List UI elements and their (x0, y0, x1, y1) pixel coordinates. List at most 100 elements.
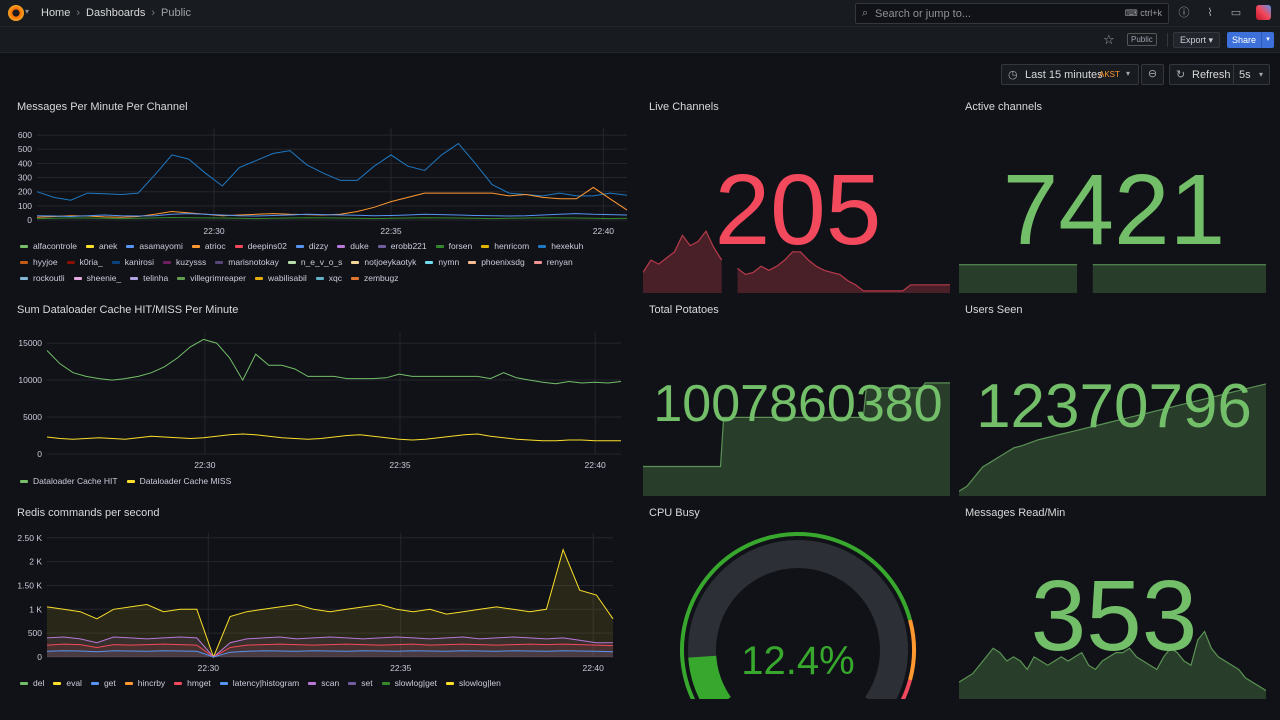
star-icon[interactable]: ☆ (1103, 32, 1115, 47)
legend-item[interactable]: rockoutli (20, 273, 65, 283)
series-line (46, 650, 614, 658)
legend-item[interactable]: villegrimreaper (177, 273, 246, 283)
series-line (46, 636, 613, 658)
chevron-down-icon[interactable]: ▾ (25, 7, 30, 16)
panel-active-channels[interactable]: Active channels 7421 (959, 101, 1266, 293)
share-dropdown-chevron-icon[interactable]: ▾ (1261, 32, 1274, 48)
legend-item[interactable]: eval (53, 678, 82, 688)
legend-item[interactable]: latency|histogram (219, 678, 299, 688)
legend-item[interactable]: hexekuh (538, 241, 583, 251)
breadcrumb-separator-icon: › (151, 7, 156, 19)
legend-item[interactable]: forsen (435, 241, 473, 251)
refresh-button-label[interactable]: Refresh (1192, 69, 1231, 81)
legend-label: hincrby (137, 678, 166, 688)
total-potatoes-sparkline (643, 382, 950, 496)
breadcrumb-home[interactable]: Home (41, 7, 71, 19)
kiosk-monitor-icon[interactable]: ▭ (1230, 7, 1242, 19)
panel-messages-read[interactable]: Messages Read/Min 353 (959, 507, 1266, 699)
legend-label: Dataloader Cache MISS (139, 476, 232, 486)
legend-label: del (33, 678, 45, 688)
legend-color-swatch (191, 244, 200, 248)
legend-item[interactable]: kuzysss (163, 257, 206, 267)
legend-item[interactable]: erobb221 (377, 241, 427, 251)
legend-label: set (361, 678, 373, 688)
panel-title: Sum Dataloader Cache HIT/MISS Per Minute (17, 304, 239, 316)
legend-label: marisnotokay (228, 257, 279, 267)
share-button[interactable]: Share (1227, 32, 1262, 48)
legend-item[interactable]: hyyjoe (20, 257, 58, 267)
legend-item[interactable]: hincrby (124, 678, 166, 688)
legend-item[interactable]: notjoeykaotyk (351, 257, 416, 267)
legend-item[interactable]: n_e_v_o_s (287, 257, 342, 267)
sparkline-line (959, 630, 1266, 692)
series-line (46, 338, 622, 385)
legend-label: forsen (448, 241, 473, 251)
legend-item[interactable]: duke (337, 241, 369, 251)
legend-color-swatch (20, 276, 28, 280)
x-tick-label: 22:40 (585, 460, 607, 470)
legend-item[interactable]: get (90, 678, 116, 688)
legend-item[interactable]: slowlog|len (445, 678, 501, 688)
legend-item[interactable]: del (20, 678, 44, 688)
legend-item[interactable]: slowlog|get (381, 678, 437, 688)
legend-item[interactable]: anek (85, 241, 117, 251)
panel-users-seen[interactable]: Users Seen 12370796 (959, 304, 1266, 496)
panel-dataloader-cache[interactable]: Sum Dataloader Cache HIT/MISS Per Minute… (17, 304, 629, 494)
search-input[interactable]: ⌕ Search or jump to... ⌨ ctrl+k (855, 3, 1169, 24)
live-channels-sparkline (643, 229, 950, 293)
legend-label: henricom (494, 241, 530, 251)
legend-item[interactable]: wabilisabil (254, 273, 307, 283)
legend-item[interactable]: set (348, 678, 373, 688)
legend-item[interactable]: marisnotokay (215, 257, 279, 267)
panel-redis-commands[interactable]: Redis commands per second 0 500 1 K 1.50 K 2… (17, 507, 629, 697)
refresh-interval[interactable]: 5s (1239, 69, 1251, 81)
refresh-picker[interactable]: ↻ Refresh 5s ▾ (1169, 64, 1270, 85)
legend-item[interactable]: dizzy (295, 241, 328, 251)
help-icon[interactable]: ⓘ (1178, 7, 1190, 19)
time-range-picker[interactable]: ◷ Last 15 minutes AKST ▾ (1001, 64, 1139, 85)
legend-item[interactable]: Dataloader Cache HIT (20, 476, 118, 486)
legend-item[interactable]: scan (308, 678, 339, 688)
panel-messages-per-minute[interactable]: Messages Per Minute Per Channel 0 100 200 3… (17, 101, 629, 291)
legend-item[interactable]: deepins02 (234, 241, 287, 251)
panel-cpu-busy[interactable]: CPU Busy 12.4% (643, 507, 950, 699)
legend-label: Dataloader Cache HIT (33, 476, 118, 486)
export-button[interactable]: Export ▾ (1173, 32, 1221, 48)
grafana-logo-icon[interactable] (8, 5, 24, 21)
legend-color-swatch (53, 681, 62, 685)
zoom-out-button[interactable]: ⊖ (1141, 64, 1164, 85)
legend-color-swatch (295, 244, 304, 248)
legend-item[interactable]: atrioc (191, 241, 226, 251)
legend-item[interactable]: asamayomi (126, 241, 183, 251)
legend-item[interactable]: renyan (533, 257, 573, 267)
panel-title: Users Seen (965, 304, 1023, 316)
redis-timeseries-chart: 0 500 1 K 1.50 K 2 K 2.50 K 22:30 22:35 22:40 (17, 533, 614, 673)
refresh-icon: ↻ (1176, 69, 1186, 81)
legend-item[interactable]: henricom (481, 241, 529, 251)
legend-item[interactable]: hmget (174, 678, 211, 688)
user-avatar[interactable] (1256, 5, 1271, 20)
messages-read-sparkline (959, 630, 1266, 699)
legend-item[interactable]: Dataloader Cache MISS (126, 476, 232, 486)
legend-color-swatch (177, 276, 186, 280)
legend-item[interactable]: nymn (425, 257, 459, 267)
legend-item[interactable]: k0ria_ (66, 257, 103, 267)
panel-total-potatoes[interactable]: Total Potatoes 1007860380 (643, 304, 950, 496)
legend-item[interactable]: sheenie_ (73, 273, 121, 283)
breadcrumb-dashboards[interactable]: Dashboards (86, 7, 146, 19)
gauge-threshold-green (680, 532, 912, 699)
legend-item[interactable]: xqc (315, 273, 342, 283)
legend-item[interactable]: zembugz (350, 273, 398, 283)
legend-item[interactable]: telinha (130, 273, 168, 283)
legend-label: phoenixsdg (481, 257, 525, 267)
legend-color-swatch (315, 276, 324, 280)
gauge-track (688, 540, 908, 699)
legend-item[interactable]: alfacontrole (20, 241, 77, 251)
news-feed-icon[interactable]: ⌇ (1207, 7, 1213, 19)
panel-live-channels[interactable]: Live Channels 205 (643, 101, 950, 293)
legend-item[interactable]: phoenixsdg (468, 257, 525, 267)
legend-item[interactable]: kanirosi (111, 257, 154, 267)
sparkline-line (737, 251, 950, 292)
y-tick-label: 100 (18, 201, 32, 211)
legend-color-swatch (308, 681, 317, 685)
